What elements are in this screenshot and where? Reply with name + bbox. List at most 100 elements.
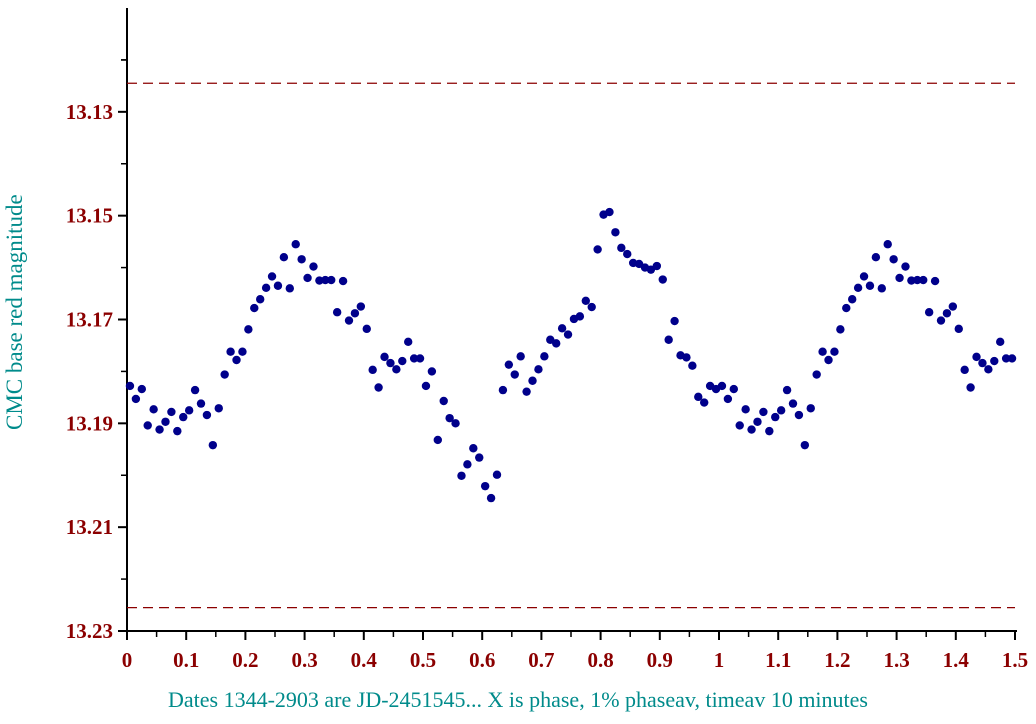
x-tick-label: 0 [122,648,133,672]
data-point [942,309,952,318]
data-point [865,281,875,290]
data-point [368,365,377,375]
data-point [238,347,247,356]
data-point [806,404,815,413]
data-point [652,261,662,271]
data-point [682,353,691,362]
data-point [350,309,360,318]
data-point [848,295,857,304]
data-point [232,355,241,365]
data-point [149,405,158,414]
data-point [220,370,229,379]
data-point [924,308,934,317]
data-point [913,275,922,285]
data-point [581,296,590,306]
data-point [664,335,673,344]
data-point [557,324,567,333]
data-point [930,276,940,286]
x-tick-label: 1.4 [943,648,970,672]
data-point [504,360,514,369]
data-point [273,281,283,290]
data-point [445,413,454,423]
data-point [871,253,881,262]
x-axis-title: Dates 1344-2903 are JD-2451545... X is p… [168,687,868,712]
data-point [818,347,827,356]
data-point [960,365,969,375]
y-tick-label: 13.13 [66,100,113,124]
labels-layer: 13.13 13.15 13.17 13.19 13.21 13.23 0 0.1 0.2 0.3… [66,100,1028,672]
data-point [972,352,981,362]
data-point [895,273,904,283]
data-point [190,385,200,395]
data-point [421,381,431,391]
data-point [782,385,792,395]
data-point [137,384,146,394]
x-tick-label: 0.3 [291,648,317,672]
data-point [765,426,774,436]
data-point [540,352,549,361]
data-point [356,302,366,311]
data-point [226,347,235,356]
x-tick-label: 0.2 [232,648,258,672]
data-point [480,481,490,491]
data-point [261,283,271,293]
data-point [457,471,466,480]
data-point [747,425,756,434]
y-tick-label: 13.21 [66,515,113,539]
data-point [936,316,946,325]
data-point [853,283,863,293]
data-point [1001,354,1011,363]
data-point [723,394,733,404]
data-point [788,399,798,408]
x-tick-label: 0.8 [587,648,613,672]
data-point [776,406,786,415]
data-point [415,354,425,363]
data-point [279,253,289,262]
data-point [173,426,182,436]
data-point [611,228,620,237]
data-point [688,361,697,370]
data-point [167,407,176,417]
data-point [919,275,928,285]
x-tick-label: 1.1 [765,648,791,672]
data-point [303,273,312,283]
data-point [250,303,259,313]
data-point [143,421,152,430]
data-point [984,365,993,374]
y-tick-label: 13.23 [66,619,113,643]
data-point [859,272,869,281]
data-point [267,272,277,281]
data-point [735,421,744,430]
data-point [522,387,531,396]
data-point [794,410,804,420]
data-point [575,312,585,321]
data-point [717,381,727,391]
data-point [202,410,212,420]
data-point [179,412,188,422]
data-point [670,316,679,326]
x-tick-label: 1.3 [883,648,909,672]
data-point [700,398,709,407]
axes-layer [118,8,1017,640]
data-point [214,404,223,413]
data-point [1007,354,1017,363]
data-point [131,394,141,404]
data-point [528,376,537,385]
data-point [463,460,472,469]
data-point [753,417,762,426]
data-point [398,356,407,366]
y-axis-title: CMC base red magnitude [2,194,27,430]
x-tick-label: 0.5 [410,648,436,672]
data-point [978,358,987,368]
data-point [552,339,561,348]
data-point [409,354,419,363]
data-point [332,308,342,317]
data-point [877,284,886,293]
data-point [901,262,910,271]
data-point [990,356,999,366]
data-point [291,240,300,249]
data-point [244,325,253,334]
data-point [824,355,833,365]
data-point [623,249,632,259]
